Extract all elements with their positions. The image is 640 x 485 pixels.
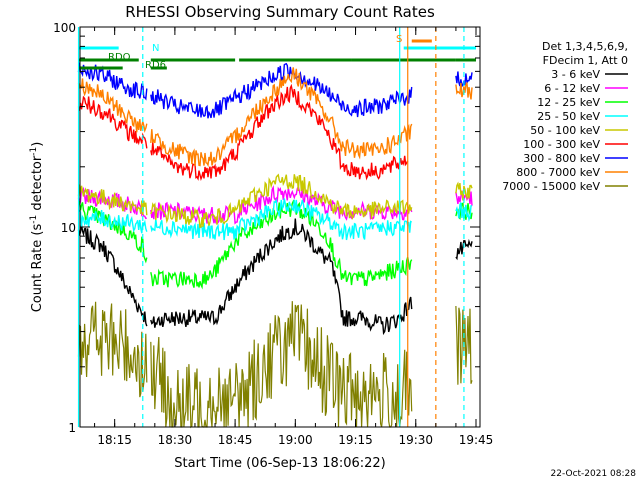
legend-header-line1: Det 1,3,4,5,6,9, (542, 40, 628, 53)
y-tick-label-0: 1 (68, 421, 76, 435)
legend-label-2: 12 - 25 keV (537, 96, 600, 109)
x-tick-label-6: 19:45 (459, 433, 494, 447)
y-axis-title-part2: detector (30, 155, 45, 215)
flag-label-n: N (152, 43, 159, 54)
flag-label-rdo: RDO (108, 52, 131, 63)
x-tick-label-3: 19:00 (278, 433, 313, 447)
series-line-6 (77, 62, 473, 119)
y-tick-label-2: 100 (53, 21, 76, 35)
legend-header-line2: FDecim 1, Att 0 (543, 54, 628, 67)
x-tick-label-5: 19:30 (398, 433, 433, 447)
axis-layer: 18:15 18:30 18:45 19:00 19:15 19:30 19:45 1 10 10… (53, 21, 493, 447)
legend-label-6: 300 - 800 keV (523, 152, 600, 165)
chart-title: RHESSI Observing Summary Count Rates (125, 3, 435, 21)
series-line-5 (77, 83, 409, 181)
y-axis-title: Count Rate (s-1 detector-1) (29, 142, 45, 313)
marks-layer: RDO RD6 N S (77, 27, 476, 427)
x-tick-label-4: 19:15 (338, 433, 373, 447)
legend-label-1: 6 - 12 keV (544, 82, 600, 95)
legend-label-8: 7000 - 15000 keV (502, 180, 600, 193)
series-line-0 (77, 218, 473, 336)
x-axis-title: Start Time (06-Sep-13 18:06:22) (174, 456, 385, 471)
y-axis-title-part3: ) (30, 142, 45, 147)
x-tick-label-0: 18:15 (97, 433, 132, 447)
legend-label-0: 3 - 6 keV (551, 68, 600, 81)
y-axis-title-sup2: -1 (29, 147, 39, 156)
x-tick-label-2: 18:45 (218, 433, 253, 447)
generated-timestamp: 22-Oct-2021 08:28 (551, 469, 637, 479)
y-axis-title-sup1: -1 (29, 215, 39, 224)
x-tick-label-1: 18:30 (158, 433, 193, 447)
series-line-4 (77, 173, 473, 229)
legend-label-4: 50 - 100 keV (530, 124, 600, 137)
flag-label-rd6: RD6 (145, 60, 166, 71)
legend-label-3: 25 - 50 keV (537, 110, 600, 123)
flag-label-s: S (396, 34, 402, 45)
legend-label-7: 800 - 7000 keV (516, 166, 600, 179)
legend-label-5: 100 - 300 keV (523, 138, 600, 151)
y-tick-label-1: 10 (61, 221, 76, 235)
plot-layer (77, 62, 473, 429)
series-line-7 (77, 67, 473, 168)
y-axis-title-part1: Count Rate (s (30, 224, 45, 313)
